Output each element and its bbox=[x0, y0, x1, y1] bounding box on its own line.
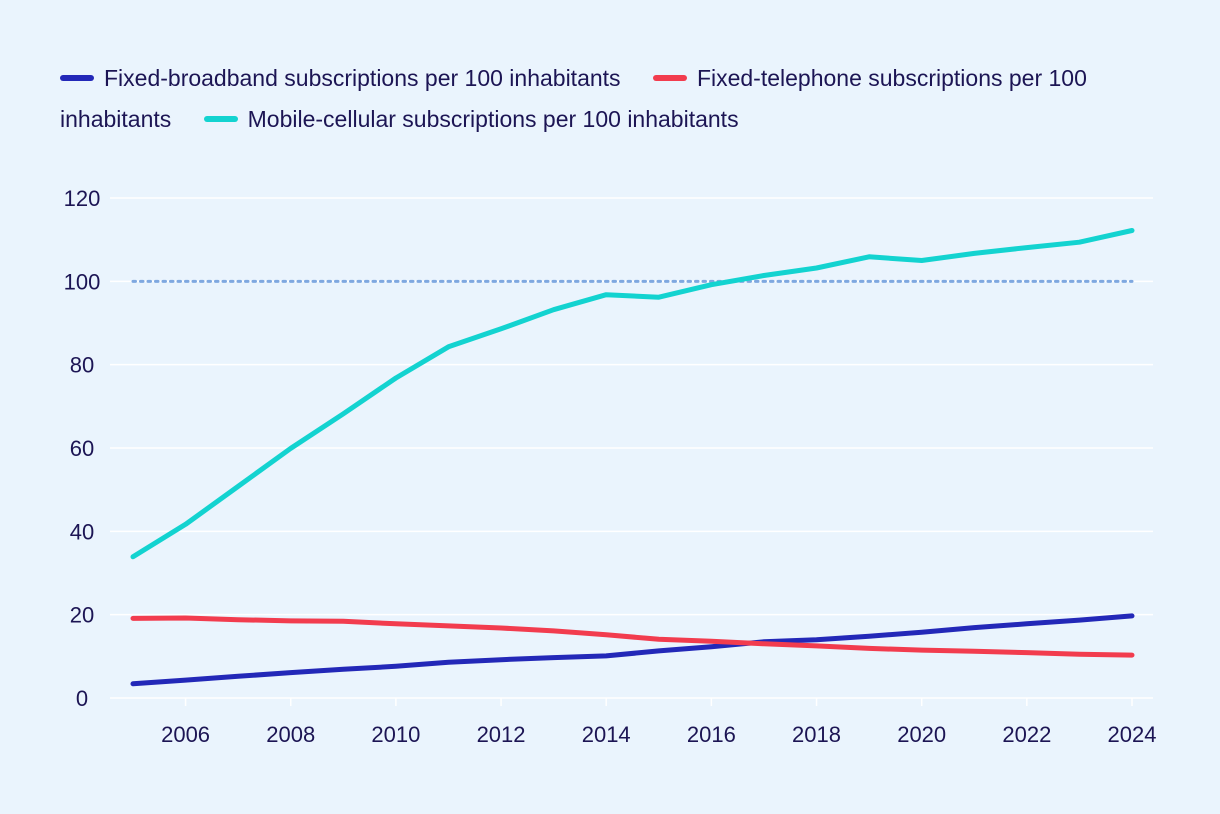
x-tick-label: 2008 bbox=[266, 722, 315, 747]
legend-swatch bbox=[652, 74, 687, 81]
x-tick-label: 2010 bbox=[371, 722, 420, 747]
x-tick-label: 2024 bbox=[1108, 722, 1157, 747]
x-tick-label: 2016 bbox=[687, 722, 736, 747]
legend: Fixed-broadband subscriptions per 100 in… bbox=[60, 58, 1160, 140]
y-tick-label: 40 bbox=[70, 519, 94, 544]
legend-swatch bbox=[60, 74, 94, 81]
legend-item: Fixed-broadband subscriptions per 100 in… bbox=[60, 65, 621, 91]
y-tick-label: 80 bbox=[70, 353, 94, 378]
y-tick-label: 100 bbox=[64, 269, 101, 294]
y-tick-label: 0 bbox=[76, 686, 88, 711]
y-tick-label: 20 bbox=[70, 603, 94, 628]
legend-swatch bbox=[203, 115, 238, 122]
x-tick-label: 2014 bbox=[582, 722, 631, 747]
y-tick-label: 60 bbox=[70, 436, 94, 461]
x-tick-label: 2012 bbox=[477, 722, 526, 747]
legend-label: Fixed-telephone subscriptions per 100 in… bbox=[60, 65, 1087, 132]
legend-label: Fixed-broadband subscriptions per 100 in… bbox=[104, 65, 621, 91]
series-line bbox=[130, 228, 1135, 560]
series-line bbox=[130, 613, 1135, 687]
legend-item: Mobile-cellular subscriptions per 100 in… bbox=[203, 106, 739, 132]
legend-label: Mobile-cellular subscriptions per 100 in… bbox=[247, 106, 739, 132]
x-tick-label: 2022 bbox=[1002, 722, 1051, 747]
x-tick-label: 2006 bbox=[161, 722, 210, 747]
series-line bbox=[130, 615, 1135, 658]
y-tick-label: 120 bbox=[64, 186, 101, 211]
legend-item: Fixed-telephone subscriptions per 100 in… bbox=[60, 65, 1087, 132]
x-tick-label: 2018 bbox=[792, 722, 841, 747]
x-tick-label: 2020 bbox=[897, 722, 946, 747]
